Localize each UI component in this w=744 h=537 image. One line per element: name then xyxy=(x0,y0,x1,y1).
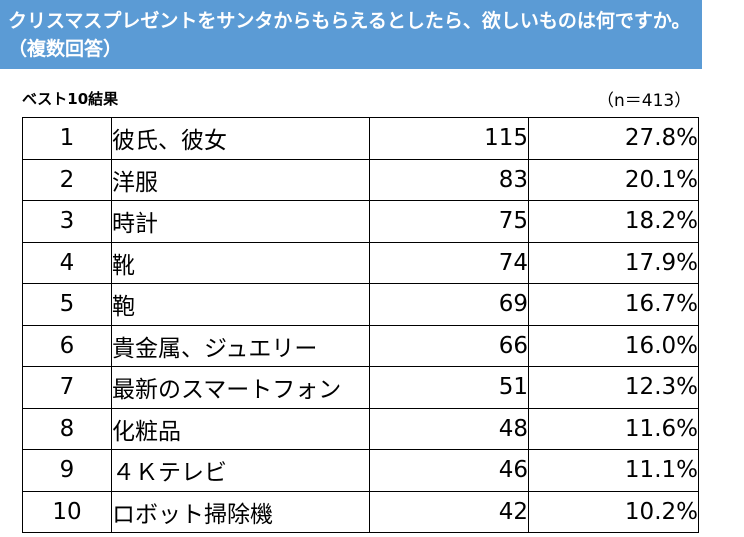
rank-cell: 8 xyxy=(22,407,112,450)
percent-cell: 20.1% xyxy=(528,158,699,201)
rank-cell: 4 xyxy=(22,241,112,284)
item-cell: ロボット掃除機 xyxy=(111,490,370,533)
item-cell: 靴 xyxy=(111,241,370,284)
count-cell: 42 xyxy=(369,490,529,533)
percent-cell: 27.8% xyxy=(528,117,699,160)
table-row: 1 彼氏、彼女 115 27.8% xyxy=(22,117,699,160)
percent-cell: 11.1% xyxy=(528,449,699,492)
table-row: 4 靴 74 17.9% xyxy=(22,241,699,284)
title-banner: クリスマスプレゼントをサンタからもらえるとしたら、欲しいものは何ですか。 （複数… xyxy=(0,0,702,69)
table-row: 5 鞄 69 16.7% xyxy=(22,283,699,326)
table-row: 3 時計 75 18.2% xyxy=(22,200,699,243)
item-cell: 鞄 xyxy=(111,283,370,326)
rank-cell: 3 xyxy=(22,200,112,243)
percent-cell: 10.2% xyxy=(528,490,699,533)
rank-cell: 1 xyxy=(22,117,112,160)
percent-cell: 12.3% xyxy=(528,366,699,409)
title-line-2: （複数回答） xyxy=(8,38,123,60)
item-cell: 化粧品 xyxy=(111,407,370,450)
table-row: 2 洋服 83 20.1% xyxy=(22,158,699,201)
table-row: 10 ロボット掃除機 42 10.2% xyxy=(22,490,699,533)
percent-cell: 11.6% xyxy=(528,407,699,450)
count-cell: 48 xyxy=(369,407,529,450)
rank-cell: 10 xyxy=(22,490,112,533)
table-row: 9 ４Ｋテレビ 46 11.1% xyxy=(22,449,699,492)
sample-size: （n＝413） xyxy=(597,91,692,111)
subtitle: ベスト10結果 xyxy=(22,90,119,108)
table-row: 8 化粧品 48 11.6% xyxy=(22,407,699,450)
count-cell: 115 xyxy=(369,117,529,160)
title-line-1: クリスマスプレゼントをサンタからもらえるとしたら、欲しいものは何ですか。 xyxy=(8,10,691,32)
table-row: 6 貴金属、ジュエリー 66 16.0% xyxy=(22,324,699,367)
rank-cell: 7 xyxy=(22,366,112,409)
item-cell: 貴金属、ジュエリー xyxy=(111,324,370,367)
rank-cell: 6 xyxy=(22,324,112,367)
rank-cell: 2 xyxy=(22,158,112,201)
percent-cell: 16.0% xyxy=(528,324,699,367)
percent-cell: 18.2% xyxy=(528,200,699,243)
rank-cell: 5 xyxy=(22,283,112,326)
percent-cell: 16.7% xyxy=(528,283,699,326)
count-cell: 51 xyxy=(369,366,529,409)
count-cell: 66 xyxy=(369,324,529,367)
item-cell: 洋服 xyxy=(111,158,370,201)
item-cell: 最新のスマートフォン xyxy=(111,366,370,409)
item-cell: ４Ｋテレビ xyxy=(111,449,370,492)
count-cell: 83 xyxy=(369,158,529,201)
count-cell: 75 xyxy=(369,200,529,243)
item-cell: 時計 xyxy=(111,200,370,243)
table-row: 7 最新のスマートフォン 51 12.3% xyxy=(22,366,699,409)
count-cell: 74 xyxy=(369,241,529,284)
count-cell: 46 xyxy=(369,449,529,492)
percent-cell: 17.9% xyxy=(528,241,699,284)
item-cell: 彼氏、彼女 xyxy=(111,117,370,160)
ranking-table: 1 彼氏、彼女 115 27.8% 2 洋服 83 20.1% 3 時計 75 18.2% 4 靴 74 17… xyxy=(22,117,699,533)
rank-cell: 9 xyxy=(22,449,112,492)
count-cell: 69 xyxy=(369,283,529,326)
